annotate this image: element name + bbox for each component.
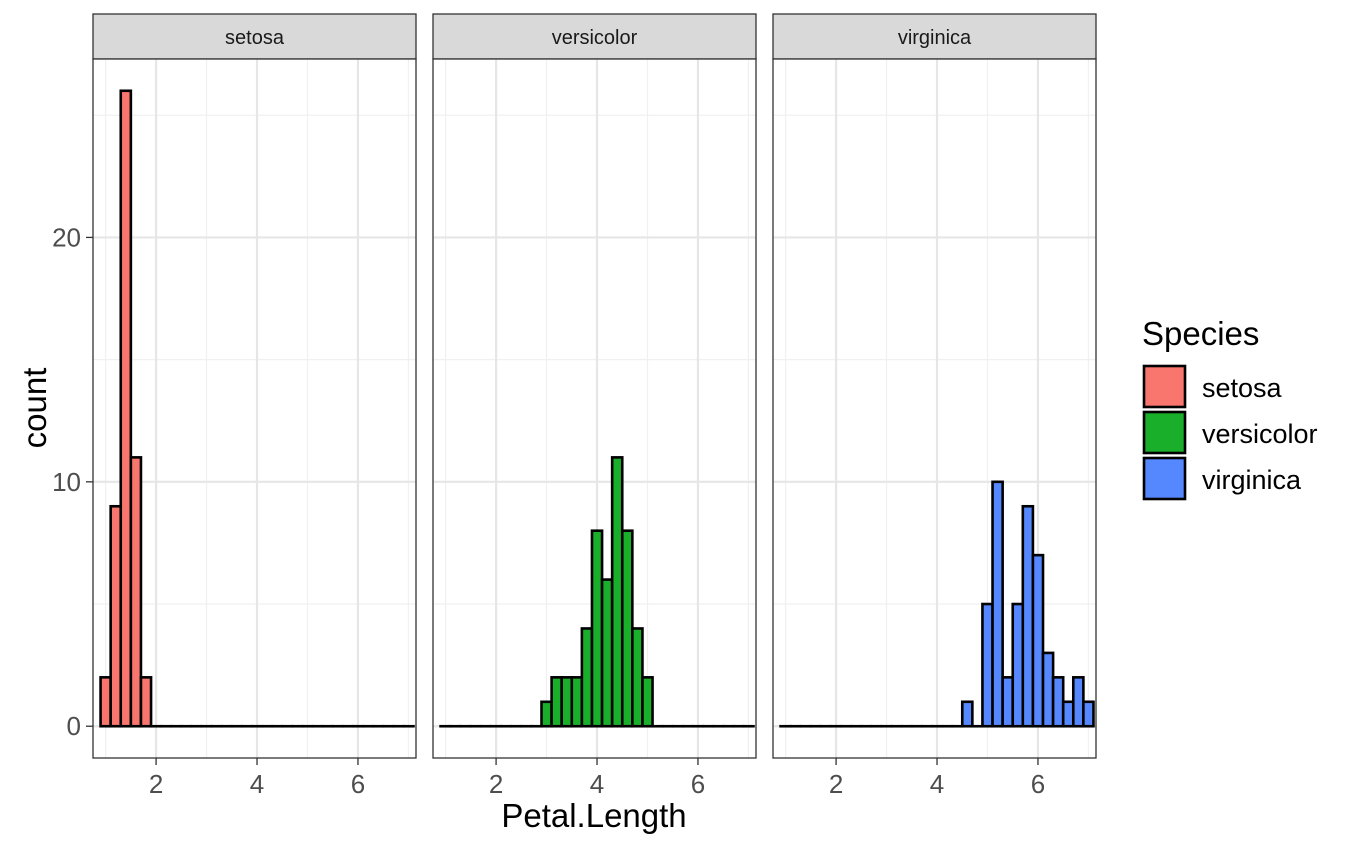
histogram-bar <box>1021 504 1035 728</box>
x-tick-label: 4 <box>930 769 944 799</box>
histogram-bar <box>560 676 574 728</box>
histogram-bar <box>99 676 112 728</box>
facet-panel-versicolor: versicolor 2 4 6 <box>432 13 757 799</box>
y-tick-label: 20 <box>52 222 81 252</box>
histogram-bar <box>550 676 563 728</box>
y-axis: 0 10 20 <box>52 222 93 741</box>
histogram-bar <box>620 529 634 728</box>
histogram-bar <box>139 676 153 728</box>
x-tick-label: 4 <box>590 769 604 799</box>
x-tick-label: 4 <box>250 769 264 799</box>
legend-swatch <box>1142 456 1187 501</box>
legend-swatch <box>1142 364 1187 409</box>
histogram-bar <box>119 89 133 728</box>
facet-strip <box>772 13 1097 60</box>
histogram-bar <box>1041 651 1055 728</box>
legend: Species setosa versicolor virginica <box>1142 315 1318 501</box>
histogram-bar <box>540 700 553 728</box>
legend-item-setosa: setosa <box>1142 364 1283 409</box>
facet-panel-virginica: virginica 2 4 6 <box>772 13 1097 799</box>
histogram-bar <box>1071 676 1085 728</box>
histogram-bar <box>129 456 143 728</box>
y-axis-title: count <box>16 368 53 449</box>
legend-swatch <box>1142 410 1187 455</box>
legend-label: versicolor <box>1202 419 1318 449</box>
histogram-bar <box>1051 676 1065 728</box>
legend-items: setosa versicolor virginica <box>1142 364 1318 501</box>
facet-strip-label: virginica <box>898 27 972 49</box>
facet-strip <box>432 13 757 60</box>
legend-title: Species <box>1142 315 1259 352</box>
panel-border <box>772 58 1097 759</box>
x-axis-title: Petal.Length <box>501 797 686 834</box>
histogram-bar <box>981 602 994 728</box>
histogram-bar <box>631 627 644 728</box>
facet-strip <box>92 13 417 60</box>
y-tick-label: 0 <box>67 711 81 741</box>
x-tick-label: 2 <box>489 769 503 799</box>
facet-panel-setosa: setosa 2 4 6 <box>92 13 417 799</box>
histogram-bar <box>1061 700 1075 728</box>
y-tick-label: 10 <box>52 467 81 497</box>
histogram-bar <box>1001 676 1015 728</box>
histogram-bar <box>641 676 654 728</box>
histogram-bar <box>991 480 1004 728</box>
histogram-bar <box>1031 553 1045 728</box>
panel-border <box>432 58 757 759</box>
legend-item-versicolor: versicolor <box>1142 410 1318 455</box>
histogram-bar <box>590 529 604 728</box>
legend-label: virginica <box>1202 465 1302 495</box>
legend-label: setosa <box>1202 373 1283 403</box>
histogram-bar <box>580 627 594 728</box>
histogram-bar <box>1011 602 1025 728</box>
histogram-bar <box>1082 700 1095 728</box>
x-tick-label: 6 <box>691 769 705 799</box>
x-tick-label: 6 <box>351 769 365 799</box>
facet-strip-label: setosa <box>225 27 285 49</box>
histogram-bar <box>109 504 123 728</box>
panel-border <box>92 58 417 759</box>
x-tick-label: 2 <box>149 769 163 799</box>
histogram-bar <box>600 578 614 728</box>
histogram-bar <box>610 456 624 728</box>
legend-item-virginica: virginica <box>1142 456 1302 501</box>
facet-panels: setosa 2 4 6 versicolor 2 4 6 virginica 2 4 6 <box>92 13 1097 799</box>
panel-background <box>93 59 416 758</box>
histogram-bar <box>570 676 584 728</box>
histogram-bar <box>960 700 974 728</box>
x-tick-label: 6 <box>1031 769 1045 799</box>
facet-strip-label: versicolor <box>552 27 638 49</box>
x-tick-label: 2 <box>829 769 843 799</box>
